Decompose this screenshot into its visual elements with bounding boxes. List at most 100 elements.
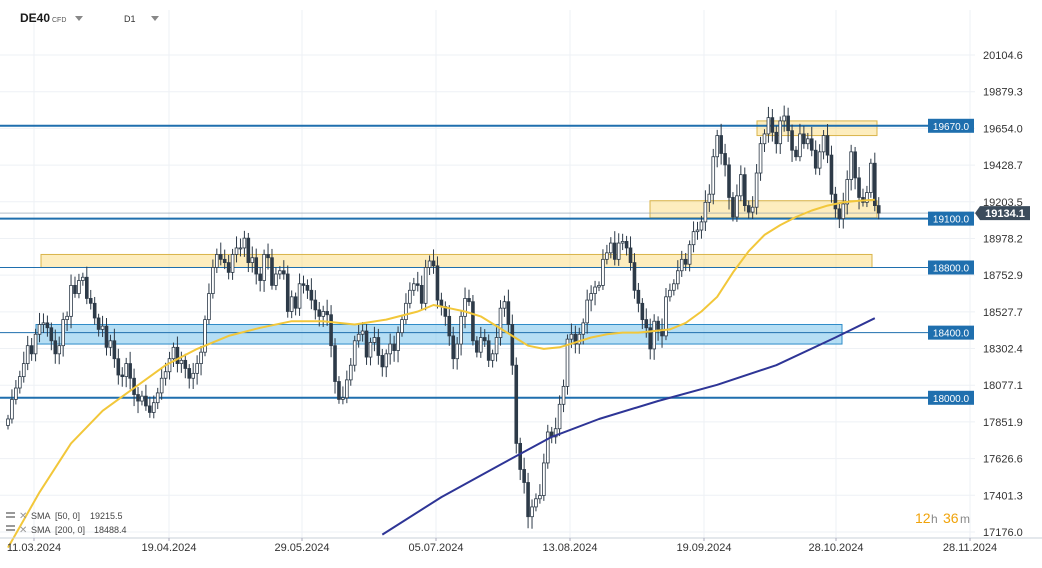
candle-body-down (825, 135, 830, 156)
candle-body-up (191, 372, 195, 379)
y-tick-label: 17626.6 (983, 454, 1023, 466)
timeframe-dropdown-icon[interactable] (151, 16, 159, 21)
candle (538, 484, 542, 504)
candle-body-up (163, 371, 168, 379)
candle (215, 248, 219, 274)
candle (412, 277, 416, 296)
candle (431, 249, 436, 274)
candle-body-up (195, 363, 199, 374)
candle (561, 379, 566, 413)
candle-body-up (711, 156, 716, 195)
candle-body-up (841, 203, 846, 220)
candle-body-up (585, 299, 589, 324)
candle-body-down (471, 301, 475, 342)
candle-body-up (597, 285, 601, 288)
candle-body-down (829, 154, 834, 195)
candle-body-down (526, 482, 530, 518)
axes: 20104.6 19879.3 19654.0 19428.7 19203.5 18978… (0, 50, 1042, 554)
candle-body-down (136, 394, 140, 402)
candle (148, 396, 152, 418)
close-icon[interactable]: ✕ (19, 525, 27, 536)
candle (695, 221, 700, 240)
candle (672, 279, 676, 296)
candle-body-down (96, 317, 101, 330)
candle (806, 132, 810, 150)
zone-zone-18400 (35, 323, 843, 345)
candle-body-down (640, 302, 645, 321)
candle (605, 244, 609, 265)
level-label: 19670.0 (928, 118, 974, 133)
x-tick-label: 13.08.2024 (542, 542, 597, 554)
candle (526, 472, 530, 529)
candle-body-down (573, 333, 578, 345)
candle (230, 248, 235, 280)
candle (258, 267, 262, 292)
settings-icon[interactable] (6, 525, 15, 527)
candle-body-up (159, 377, 164, 394)
candle (857, 166, 861, 210)
candle-body-down (510, 324, 515, 366)
candle (49, 322, 54, 351)
candle-body-down (809, 138, 814, 151)
candle-body-up (297, 283, 302, 309)
indicator-value: 19215.5 (90, 511, 123, 521)
candle-body-down (770, 117, 775, 133)
candle-body-down (148, 405, 152, 413)
candle (69, 274, 73, 329)
candle-body-down (514, 364, 519, 444)
candle (542, 453, 546, 501)
symbol-label[interactable]: DE40 (20, 11, 50, 25)
candle-body-up (348, 364, 353, 381)
candle (203, 315, 207, 357)
candle-body-up (534, 498, 538, 508)
indicator-sma200[interactable]: ✕ SMA [200, 0] 18488.4 (6, 525, 127, 536)
candle-body-up (423, 267, 428, 304)
level-label-bg (928, 260, 974, 275)
candle (723, 143, 727, 177)
timeframe-label[interactable]: D1 (124, 14, 136, 24)
candle-body-up (18, 376, 22, 389)
settings-icon[interactable] (6, 512, 15, 514)
candle (250, 246, 255, 273)
candle-body-up (668, 289, 672, 298)
candle (423, 259, 428, 311)
y-tick-label: 18077.1 (983, 380, 1023, 392)
indicator-sma50[interactable]: ✕ SMA [50, 0] 19215.5 (6, 511, 123, 522)
candle (809, 126, 814, 157)
candle-body-down (431, 260, 436, 267)
timer-h-unit: h (931, 512, 938, 526)
level-label-bg (928, 325, 974, 340)
candle-body-up (679, 258, 684, 272)
candle (53, 329, 58, 364)
candle-body-down (128, 363, 132, 379)
candle-body-up (616, 242, 621, 260)
close-icon[interactable]: ✕ (19, 511, 27, 522)
candle (372, 326, 377, 352)
candle-body-up (262, 254, 266, 281)
candle (360, 322, 365, 342)
candle-body-up (274, 273, 278, 286)
candle (553, 417, 558, 444)
candle-body-down (683, 258, 688, 265)
candle (486, 334, 491, 368)
x-tick-label: 05.07.2024 (408, 542, 463, 554)
symbol-dropdown-icon[interactable] (75, 16, 83, 21)
candle (549, 426, 554, 444)
x-tick-label: 28.11.2024 (943, 542, 997, 554)
level-label-text: 19100.0 (933, 215, 970, 226)
candle (41, 313, 46, 333)
candle (309, 278, 314, 310)
candle (88, 289, 93, 310)
candle-body-up (388, 343, 392, 355)
candle (262, 249, 266, 292)
candle (45, 315, 50, 337)
candle-body-up (798, 133, 802, 158)
candle-body-down (731, 197, 735, 218)
candle (837, 203, 842, 229)
candle-body-up (140, 395, 144, 402)
candle-body-up (569, 333, 574, 340)
candle-body-up (498, 307, 503, 338)
candle-body-up (37, 324, 42, 335)
